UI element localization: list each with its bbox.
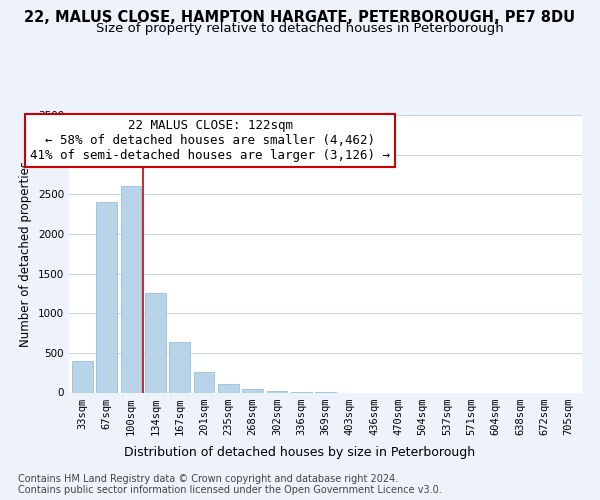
Text: Distribution of detached houses by size in Peterborough: Distribution of detached houses by size … — [124, 446, 476, 459]
Text: Size of property relative to detached houses in Peterborough: Size of property relative to detached ho… — [96, 22, 504, 35]
Text: Contains HM Land Registry data © Crown copyright and database right 2024.: Contains HM Land Registry data © Crown c… — [18, 474, 398, 484]
Bar — [218, 384, 239, 392]
Y-axis label: Number of detached properties: Number of detached properties — [19, 161, 32, 347]
Bar — [169, 342, 190, 392]
Bar — [97, 202, 117, 392]
Bar — [266, 390, 287, 392]
Bar — [194, 372, 214, 392]
Bar — [242, 388, 263, 392]
Text: 22, MALUS CLOSE, HAMPTON HARGATE, PETERBOROUGH, PE7 8DU: 22, MALUS CLOSE, HAMPTON HARGATE, PETERB… — [25, 10, 575, 25]
Text: 22 MALUS CLOSE: 122sqm
← 58% of detached houses are smaller (4,462)
41% of semi-: 22 MALUS CLOSE: 122sqm ← 58% of detached… — [30, 119, 390, 162]
Bar — [121, 186, 142, 392]
Text: Contains public sector information licensed under the Open Government Licence v3: Contains public sector information licen… — [18, 485, 442, 495]
Bar — [145, 294, 166, 392]
Bar — [72, 361, 93, 392]
